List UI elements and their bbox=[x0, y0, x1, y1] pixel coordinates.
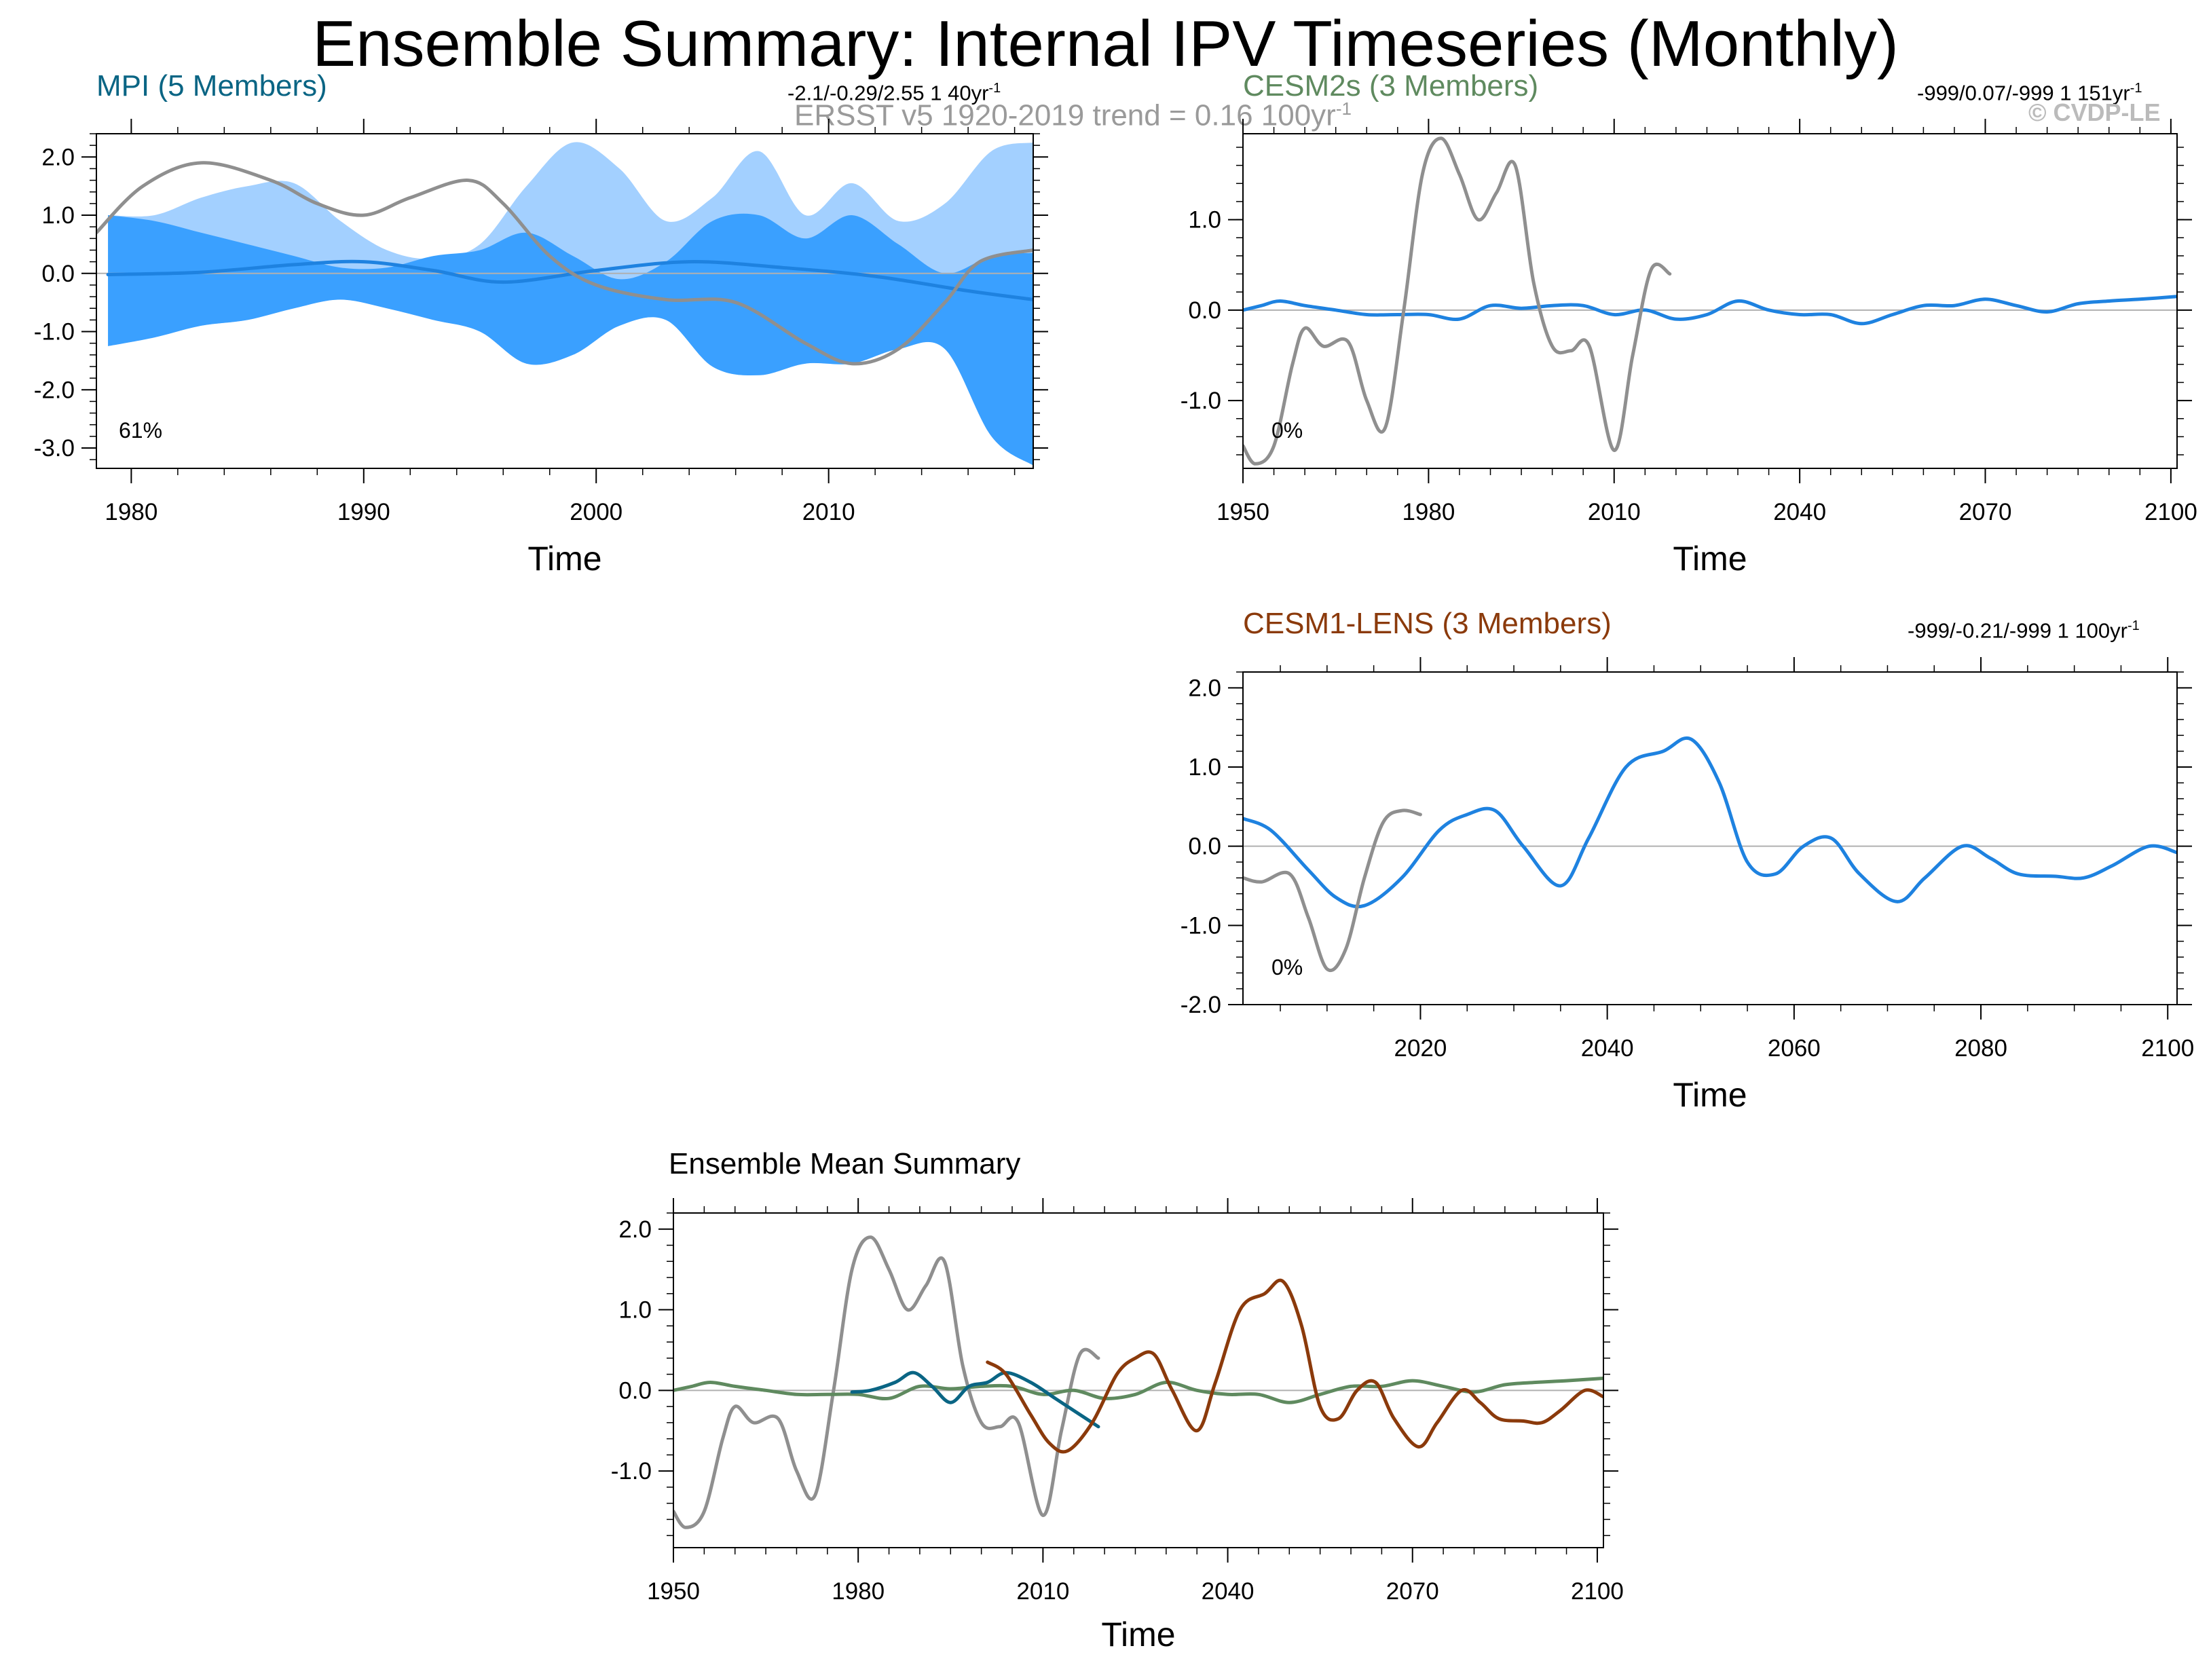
cesm1-percent-label: 0% bbox=[1271, 955, 1303, 979]
ensemble-mean-plot-frame bbox=[673, 1212, 1604, 1548]
mpi-panel-stats: -2.1/-0.29/2.55 1 40yr-1 bbox=[787, 76, 1001, 105]
mpi-ytick-label: 1.0 bbox=[41, 202, 75, 229]
mpi-band-spread_inner bbox=[108, 213, 1033, 466]
cesm1-panel: 2020 2040 2060 2080 2100 2.0 1.0 0.0 -1.0 -2.0 0% T… bbox=[1181, 657, 2194, 1114]
cesm2-x-axis-label: Time bbox=[1673, 540, 1747, 578]
cesm2-panel-stats: -999/0.07/-999 1 151yr-1 bbox=[1917, 76, 2142, 105]
cesm2-series-obs bbox=[1243, 136, 1672, 466]
mpi-ytick-label: 2.0 bbox=[41, 144, 75, 170]
cesm2-ytick-label: -1.0 bbox=[1181, 388, 1221, 414]
cesm2-xtick-label: 2040 bbox=[1773, 499, 1826, 525]
cesm1-ytick-label: -1.0 bbox=[1181, 912, 1221, 939]
cesm1-ytick-label: -2.0 bbox=[1181, 992, 1221, 1018]
cesm2-xtick-label: 2070 bbox=[1959, 499, 2012, 525]
mpi-ytick-label: 0.0 bbox=[41, 261, 75, 287]
mpi-percent-label: 61% bbox=[119, 418, 162, 443]
cesm1-xtick-label: 2040 bbox=[1581, 1035, 1634, 1062]
cesm1-xtick-label: 2100 bbox=[2141, 1035, 2194, 1062]
cesm1-series-obs bbox=[1243, 808, 1422, 972]
cesm2-stats-text: -999/0.07/-999 1 151yr bbox=[1917, 81, 2130, 105]
ensemble-mean-series-mpi bbox=[850, 1370, 1100, 1429]
cesm2-xtick-label: 1950 bbox=[1216, 499, 1269, 525]
ensemble-mean-panel-title: Ensemble Mean Summary bbox=[669, 1147, 1021, 1180]
cesm2-panel: 1950 1980 2010 2040 2070 2100 1.0 0.0 -1.0 0% Time bbox=[1181, 119, 2197, 578]
cesm1-ytick-label: 1.0 bbox=[1188, 754, 1221, 781]
mpi-ytick-label: -2.0 bbox=[34, 377, 75, 403]
mpi-xtick-label: 1980 bbox=[105, 499, 157, 525]
ensemble-mean-xtick-label: 2010 bbox=[1016, 1578, 1069, 1605]
cesm1-xtick-label: 2020 bbox=[1394, 1035, 1447, 1062]
cesm2-panel-title: CESM2s (3 Members) bbox=[1243, 69, 1539, 102]
cesm1-panel-title: CESM1-LENS (3 Members) bbox=[1243, 607, 1612, 640]
cesm2-ytick-label: 0.0 bbox=[1188, 297, 1221, 324]
cesm2-xtick-label: 2010 bbox=[1588, 499, 1641, 525]
ensemble-mean-series-obs bbox=[673, 1235, 1100, 1529]
ensemble-mean-panel: 1950 1980 2010 2040 2070 2100 2.0 1.0 0.0 -1.0 Tim… bbox=[611, 1198, 1624, 1654]
cesm2-xtick-label: 2100 bbox=[2144, 499, 2197, 525]
mpi-xtick-label: 2010 bbox=[802, 499, 855, 525]
ensemble-mean-ytick-label: 1.0 bbox=[618, 1297, 652, 1324]
cesm1-ytick-label: 2.0 bbox=[1188, 675, 1221, 701]
ensemble-mean-xtick-label: 2100 bbox=[1571, 1578, 1624, 1605]
mpi-series-obs bbox=[96, 161, 1033, 366]
mpi-x-axis-label: Time bbox=[527, 540, 601, 578]
ensemble-mean-series-cesm1 bbox=[986, 1278, 1603, 1454]
ensemble-mean-ytick-label: 0.0 bbox=[618, 1377, 652, 1404]
mpi-xtick-label: 1990 bbox=[337, 499, 390, 525]
page-title: Ensemble Summary: Internal IPV Timeserie… bbox=[312, 7, 1899, 80]
cesm1-ytick-label: 0.0 bbox=[1188, 834, 1221, 860]
mpi-panel: 1980 1990 2000 2010 2.0 1.0 0.0 -1.0 -2.0 -3.0 61%… bbox=[34, 119, 1048, 578]
cesm2-stats-sup: -1 bbox=[2130, 81, 2142, 96]
cesm1-panel-stats: -999/-0.21/-999 1 100yr-1 bbox=[1908, 614, 2140, 643]
ensemble-mean-xtick-label: 2070 bbox=[1386, 1578, 1439, 1605]
mpi-ytick-label: -1.0 bbox=[34, 319, 75, 346]
ensemble-mean-xtick-label: 1950 bbox=[647, 1578, 700, 1605]
observations-trend-sup: -1 bbox=[1335, 98, 1352, 119]
cesm1-plot-frame bbox=[1242, 671, 2178, 1005]
cesm1-x-axis-label: Time bbox=[1673, 1076, 1747, 1114]
cesm1-xtick-label: 2080 bbox=[1954, 1035, 2007, 1062]
ensemble-mean-xtick-label: 1980 bbox=[832, 1578, 885, 1605]
mpi-stats-sup: -1 bbox=[988, 81, 1001, 96]
ensemble-mean-ytick-label: 2.0 bbox=[618, 1216, 652, 1243]
cesm1-stats-sup: -1 bbox=[2128, 618, 2140, 633]
cesm2-xtick-label: 1980 bbox=[1402, 499, 1455, 525]
mpi-plot-frame bbox=[96, 133, 1034, 469]
mpi-stats-text: -2.1/-0.29/2.55 1 40yr bbox=[787, 81, 989, 105]
cesm2-ytick-label: 1.0 bbox=[1188, 207, 1221, 234]
ensemble-mean-ytick-label: -1.0 bbox=[611, 1458, 652, 1485]
ensemble-mean-series-cesm2 bbox=[673, 1377, 1603, 1404]
cesm1-xtick-label: 2060 bbox=[1768, 1035, 1821, 1062]
mpi-xtick-label: 2000 bbox=[570, 499, 623, 525]
cesm1-stats-text: -999/-0.21/-999 1 100yr bbox=[1908, 618, 2128, 643]
cesm2-plot-frame bbox=[1242, 133, 2178, 469]
mpi-series-mean bbox=[106, 259, 1033, 301]
cesm2-series-mean bbox=[1243, 295, 2177, 326]
observations-trend-text: ERSST v5 1920-2019 trend = 0.16 100yr bbox=[794, 98, 1336, 132]
cesm1-series-mean bbox=[1243, 736, 2177, 909]
observations-trend-label: ERSST v5 1920-2019 trend = 0.16 100yr-1 bbox=[794, 92, 1352, 133]
ensemble-mean-xtick-label: 2040 bbox=[1202, 1578, 1255, 1605]
mpi-panel-title: MPI (5 Members) bbox=[96, 69, 327, 102]
mpi-ytick-label: -3.0 bbox=[34, 435, 75, 462]
copyright-label: © CVDP-LE bbox=[2028, 98, 2161, 126]
cesm2-percent-label: 0% bbox=[1271, 418, 1303, 443]
ensemble-mean-x-axis-label: Time bbox=[1101, 1616, 1175, 1654]
